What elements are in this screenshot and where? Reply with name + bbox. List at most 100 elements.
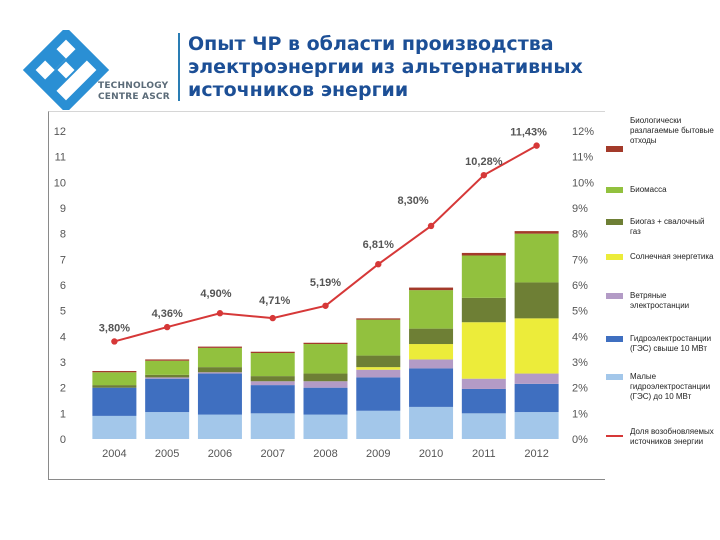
legend-swatch (606, 374, 623, 380)
y-left-tick-label: 12 (54, 126, 66, 138)
bar-segment-biomass (92, 372, 137, 386)
bar-segment-biomass (356, 319, 401, 356)
x-tick-label: 2007 (260, 448, 284, 460)
bar-segment-hydro_large (514, 383, 559, 413)
bar-segment-wind (250, 381, 295, 386)
bar-segment-biogas (356, 355, 401, 368)
legend-label: Биомасса (630, 185, 667, 194)
legend-label: Биологически разлагаемые бытовые отходы (630, 116, 714, 145)
share-point (163, 323, 171, 331)
share-point (216, 310, 224, 317)
bar-segment-biogas (409, 328, 454, 345)
y-right-tick-label: 9% (572, 203, 588, 215)
legend-swatch (606, 293, 623, 299)
share-data-label: 6,81% (363, 239, 394, 251)
bar-segment-biogas (303, 373, 348, 382)
bar-segment-waste (250, 351, 295, 354)
bar-segment-biomass (250, 353, 295, 377)
y-right-tick-label: 5% (572, 306, 588, 318)
share-data-label: 4,71% (259, 295, 290, 307)
chart: 01234567891011120%1%2%3%4%5%6%7%8%9%10%1… (54, 126, 594, 460)
share-point (322, 302, 329, 309)
share-point (533, 142, 540, 149)
bar-segment-wind (303, 381, 348, 388)
bar-segment-solar (356, 367, 401, 370)
y-left-tick-label: 3 (60, 357, 66, 369)
bar-segment-biomass (145, 360, 190, 375)
y-right-tick-label: 3% (572, 357, 588, 369)
bar-segment-wind (514, 373, 559, 384)
x-tick-label: 2008 (313, 448, 337, 460)
bar-segment-biomass (461, 255, 506, 298)
bar-segment-waste (461, 252, 506, 256)
y-left-tick-label: 4 (60, 331, 66, 343)
bar-segment-waste (514, 231, 559, 234)
share-data-label: 10,28% (465, 156, 503, 168)
legend-label: Биогаз + свалочный газ (630, 217, 705, 236)
y-left-tick-label: 8 (60, 229, 66, 241)
legend-label: Солнечная энергетика (630, 252, 714, 261)
share-data-label: 4,90% (200, 288, 231, 300)
y-left-tick-label: 11 (55, 152, 66, 164)
legend-label: Доля возобновляемых источников энергии (630, 427, 714, 446)
legend-label: Ветряные электростанции (630, 291, 690, 310)
bar-segment-hydro_small (250, 413, 295, 439)
x-tick-label: 2006 (208, 448, 232, 460)
y-left-tick-label: 9 (60, 203, 66, 215)
bar-segment-solar (409, 344, 454, 360)
legend-swatch (606, 219, 623, 225)
title-divider (178, 33, 180, 101)
x-tick-label: 2009 (366, 448, 390, 460)
bar-segment-waste (197, 346, 242, 348)
bar-segment-hydro_small (145, 412, 190, 439)
y-right-tick-label: 12% (572, 126, 594, 138)
y-right-tick-label: 8% (572, 229, 588, 241)
y-left-tick-label: 5 (60, 306, 66, 318)
share-point (111, 338, 118, 345)
bar-segment-waste (92, 370, 137, 373)
bar-segment-biogas (197, 367, 242, 373)
bar-segment-wind (461, 378, 506, 389)
bar-segment-biomass (303, 344, 348, 374)
bar-segment-solar (514, 318, 559, 374)
y-left-tick-label: 2 (60, 383, 66, 395)
bar-segment-hydro_large (145, 378, 190, 413)
legend-swatch (606, 435, 623, 437)
bar-segment-hydro_small (461, 413, 506, 439)
bar-segment-hydro_large (197, 373, 242, 415)
share-data-label: 5,19% (310, 277, 341, 289)
y-left-tick-label: 10 (54, 177, 66, 189)
legend-label: Гидроэлектростанции (ГЭС) свыше 10 МВт (630, 334, 712, 353)
chart-legend: Биологически разлагаемые бытовые отходы Б… (604, 114, 716, 476)
bar-segment-hydro_large (461, 388, 506, 414)
y-left-tick-label: 6 (60, 280, 66, 292)
bar-segment-waste (145, 359, 190, 361)
bar-segment-wind (409, 359, 454, 369)
y-right-tick-label: 1% (572, 408, 588, 420)
y-left-tick-label: 7 (60, 254, 66, 266)
y-right-tick-label: 2% (572, 383, 588, 395)
x-tick-label: 2010 (419, 448, 443, 460)
bar-segment-hydro_small (92, 415, 137, 439)
bar-segment-wind (145, 377, 190, 379)
legend-swatch (606, 336, 623, 342)
x-tick-label: 2005 (155, 448, 179, 460)
share-point (427, 222, 435, 230)
bar-segment-waste (303, 342, 348, 345)
bar-segment-biomass (409, 290, 454, 329)
bar-segment-biomass (514, 233, 559, 283)
y-right-tick-label: 11% (572, 152, 593, 164)
bar-segment-hydro_small (514, 412, 559, 439)
bar-segment-hydro_large (409, 368, 454, 407)
share-point (375, 261, 382, 268)
bar-segment-waste (409, 287, 454, 291)
x-tick-label: 2011 (472, 448, 496, 460)
y-left-tick-label: 0 (60, 434, 66, 446)
bar-segment-hydro_small (197, 414, 242, 439)
share-data-label: 3,80% (99, 322, 130, 334)
share-data-label: 8,30% (397, 195, 428, 207)
legend-swatch (606, 254, 623, 260)
share-point (480, 171, 488, 179)
logo-text-line2: CENTRE ASCR (98, 92, 170, 102)
legend-swatch (606, 146, 623, 152)
